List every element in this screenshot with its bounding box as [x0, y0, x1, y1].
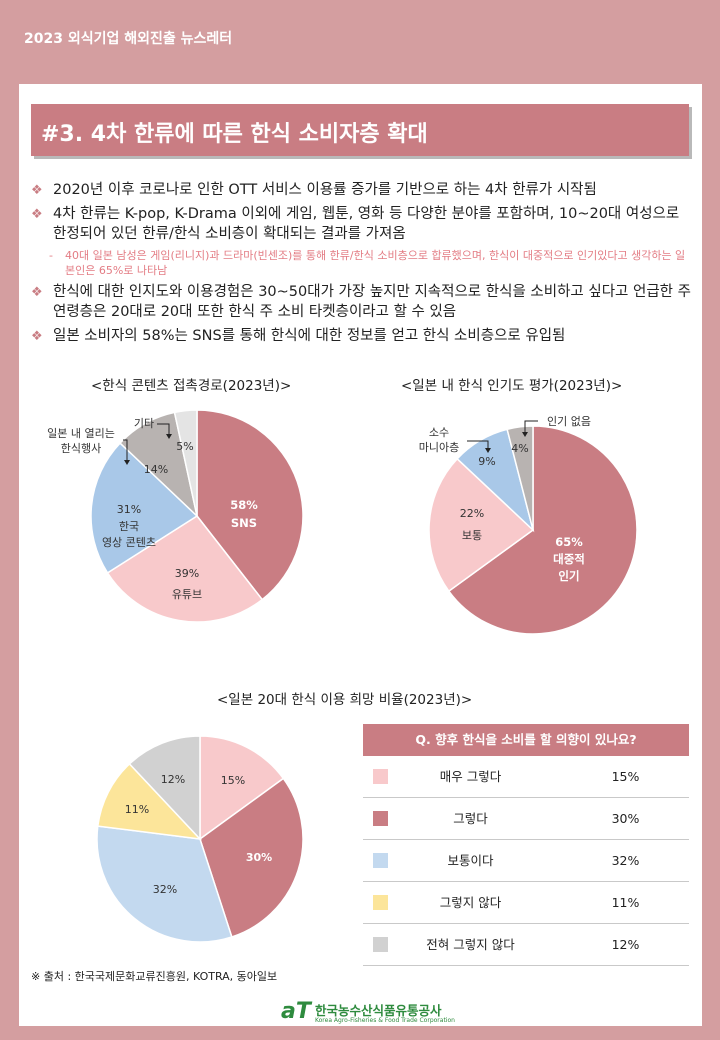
chart3-title: <일본 20대 한식 이용 희망 비율(2023년)> [217, 692, 473, 708]
slice-value-label: 39% [175, 567, 199, 580]
slice-category-label: SNS [231, 516, 257, 530]
table-row: 전혀 그렇지 않다 12% [363, 924, 689, 966]
slice-value-label: 31% [117, 503, 141, 516]
slice-category-label: 영상 콘텐츠 [102, 536, 156, 549]
section-banner: #3. 4차 한류에 따른 한식 소비자층 확대 [31, 104, 689, 156]
slice-value-label: 11% [125, 803, 149, 816]
table-row: 그렇지 않다 11% [363, 882, 689, 924]
arrow-head-icon [124, 460, 130, 465]
slice-value-label: 12% [161, 773, 185, 786]
slice-category-label: 보통 [462, 529, 482, 542]
slice-value-label: 5% [176, 440, 193, 453]
answer-label: 전혀 그렇지 않다 [426, 937, 515, 952]
table-row: 보통이다 32% [363, 840, 689, 882]
at-logo-icon: aT [281, 999, 311, 1024]
top-header-title: 2023 외식기업 해외진출 뉴스레터 [24, 31, 233, 47]
chart1-title: <한식 콘텐츠 접촉경로(2023년)> [91, 378, 292, 394]
newsletter-card: #3. 4차 한류에 따른 한식 소비자층 확대 ❖ 2020년 이후 코로나로 … [19, 84, 702, 1026]
pie-slice-popular [447, 425, 638, 635]
answer-value: 32% [611, 853, 640, 868]
dash-icon: - [49, 249, 53, 262]
callout-label: 마니아층 [419, 441, 459, 454]
bullet-list: ❖ 2020년 이후 코로나로 인한 OTT 서비스 이용률 증가를 기반으로 하… [31, 180, 691, 350]
slice-value-label: 9% [478, 455, 495, 468]
answer-label: 매우 그렇다 [439, 769, 502, 784]
source-note: ※ 출처 : 한국국제문화교류진흥원, KOTRA, 동아일보 [31, 970, 278, 983]
answer-label: 그렇지 않다 [439, 895, 502, 910]
bullet-item: ❖ 2020년 이후 코로나로 인한 OTT 서비스 이용률 증가를 기반으로 하… [31, 180, 691, 200]
bullet-item: ❖ 일본 소비자의 58%는 SNS를 통해 한식에 대한 정보를 얻고 한식 소… [31, 326, 691, 346]
chart2-title: <일본 내 한식 인기도 평가(2023년)> [401, 378, 623, 394]
bullet-text: 일본 소비자의 58%는 SNS를 통해 한식에 대한 정보를 얻고 한식 소비… [53, 328, 566, 344]
slice-value-label: 58% [230, 498, 258, 512]
callout-label: 한식행사 [61, 442, 101, 455]
callout-arrow [123, 439, 128, 462]
pie-slice-unpopular [506, 425, 534, 531]
slice-category-label: 대중적 [553, 552, 585, 566]
table-row: 매우 그렇다 15% [363, 756, 689, 798]
callout-arrow [157, 423, 170, 436]
logo-name-english: Korea Agro-Fisheries & Food Trade Corpor… [315, 1017, 455, 1024]
answer-value: 11% [611, 895, 640, 910]
diamond-bullet-icon: ❖ [31, 285, 43, 300]
arrow-head-icon [522, 432, 528, 437]
bullet-text: 4차 한류는 K-pop, K-Drama 이외에 게임, 웹툰, 영화 등 다… [53, 206, 680, 242]
slice-value-label: 30% [246, 851, 272, 864]
bullet-text: 한식에 대한 인지도와 이용경험은 30~50대가 가장 높지만 지속적으로 한… [53, 284, 691, 320]
pie-slice-neutral [96, 825, 233, 943]
pie-slice-strongly-agree [199, 735, 285, 841]
pie-slice-youtube [106, 515, 264, 623]
bullet-text: 2020년 이후 코로나로 인한 OTT 서비스 이용률 증가를 기반으로 하는… [53, 182, 597, 198]
question-header: Q. 향후 한식을 소비를 할 의향이 있나요? [363, 724, 689, 756]
callout-label: 일본 내 열리는 [47, 426, 115, 440]
table-row: 그렇다 30% [363, 798, 689, 840]
diamond-bullet-icon: ❖ [31, 183, 43, 198]
arrow-head-icon [485, 448, 491, 453]
sub-note-text: 40대 일본 남성은 게임(리니지)과 드라마(빈센조)를 통해 한류/한식 소… [65, 249, 686, 277]
slice-category-label: 유튜브 [172, 588, 202, 601]
pie-slice-strongly-disagree [128, 735, 201, 841]
diamond-bullet-icon: ❖ [31, 207, 43, 222]
pie-slice-other [173, 409, 198, 517]
section-title: #3. 4차 한류에 따른 한식 소비자층 확대 [41, 122, 428, 147]
legend-swatch [373, 937, 388, 952]
pie-slice-agree [199, 777, 304, 938]
callout-label: 기타 [134, 417, 154, 430]
legend-swatch [373, 895, 388, 910]
legend-swatch [373, 811, 388, 826]
answer-value: 30% [611, 811, 640, 826]
slice-value-label: 14% [144, 463, 168, 476]
answer-label: 보통이다 [447, 853, 494, 868]
pie-slice-sns [196, 409, 304, 601]
callout-label: 소수 [429, 426, 449, 439]
answer-label: 그렇다 [453, 811, 488, 826]
callout-label: 인기 없음 [547, 415, 591, 428]
callout-arrow [467, 440, 489, 450]
pie-slice-average [428, 457, 535, 593]
slice-value-label: 32% [153, 883, 177, 896]
legend-swatch [373, 769, 388, 784]
diamond-bullet-icon: ❖ [31, 329, 43, 344]
bullet-item: ❖ 한식에 대한 인지도와 이용경험은 30~50대가 가장 높지만 지속적으로 … [31, 282, 691, 322]
slice-category-label: 한국 [119, 520, 139, 533]
slice-value-label: 22% [460, 507, 484, 520]
callout-arrow [524, 420, 538, 434]
answer-value: 12% [611, 937, 640, 952]
charts-canvas: 58% SNS 39% 유튜브 31% 한국 영상 콘텐츠 14% 5% 일본 … [47, 409, 638, 943]
arrow-head-icon [166, 434, 172, 439]
pie-slice-disagree [96, 762, 202, 841]
legend-swatch [373, 853, 388, 868]
sub-note: -40대 일본 남성은 게임(리니지)과 드라마(빈센조)를 통해 한류/한식 … [31, 248, 691, 278]
logo-name-korean: 한국농수산식품유통공사 [315, 1003, 442, 1018]
slice-value-label: 4% [511, 442, 528, 455]
pie-slice-korean-video [90, 442, 199, 574]
answer-value: 15% [611, 769, 640, 784]
slice-value-label: 65% [555, 535, 583, 549]
bullet-item: ❖ 4차 한류는 K-pop, K-Drama 이외에 게임, 웹툰, 영화 등 … [31, 204, 691, 244]
slice-category-label: 인기 [558, 569, 579, 583]
slice-value-label: 15% [221, 774, 245, 787]
